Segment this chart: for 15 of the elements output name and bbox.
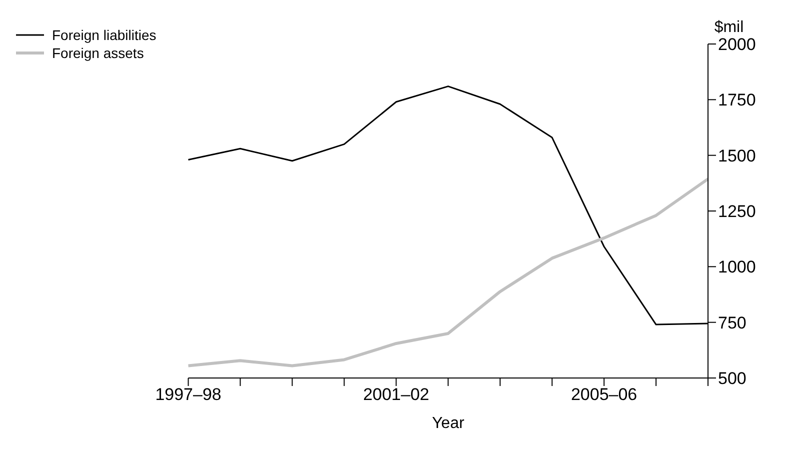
x-tick-label: 2005–06 [570, 385, 638, 404]
y-tick-label: 1250 [718, 202, 756, 222]
y-axis-title: $mil [714, 19, 744, 36]
legend-label: Foreign liabilities [52, 27, 156, 43]
legend-label: Foreign assets [52, 45, 144, 61]
y-tick-label: 1000 [718, 258, 756, 277]
y-tick-label: 1500 [718, 146, 756, 166]
x-tick-label: 2001–02 [363, 385, 430, 404]
y-tick-label: 1750 [718, 90, 756, 110]
x-axis-title: Year [432, 415, 465, 432]
x-tick-label: 1997–98 [155, 385, 222, 404]
line-series [186, 177, 710, 368]
y-tick-label: 750 [718, 313, 746, 332]
y-tick-label: 500 [718, 369, 746, 388]
y-tick-label: 2000 [718, 35, 756, 54]
